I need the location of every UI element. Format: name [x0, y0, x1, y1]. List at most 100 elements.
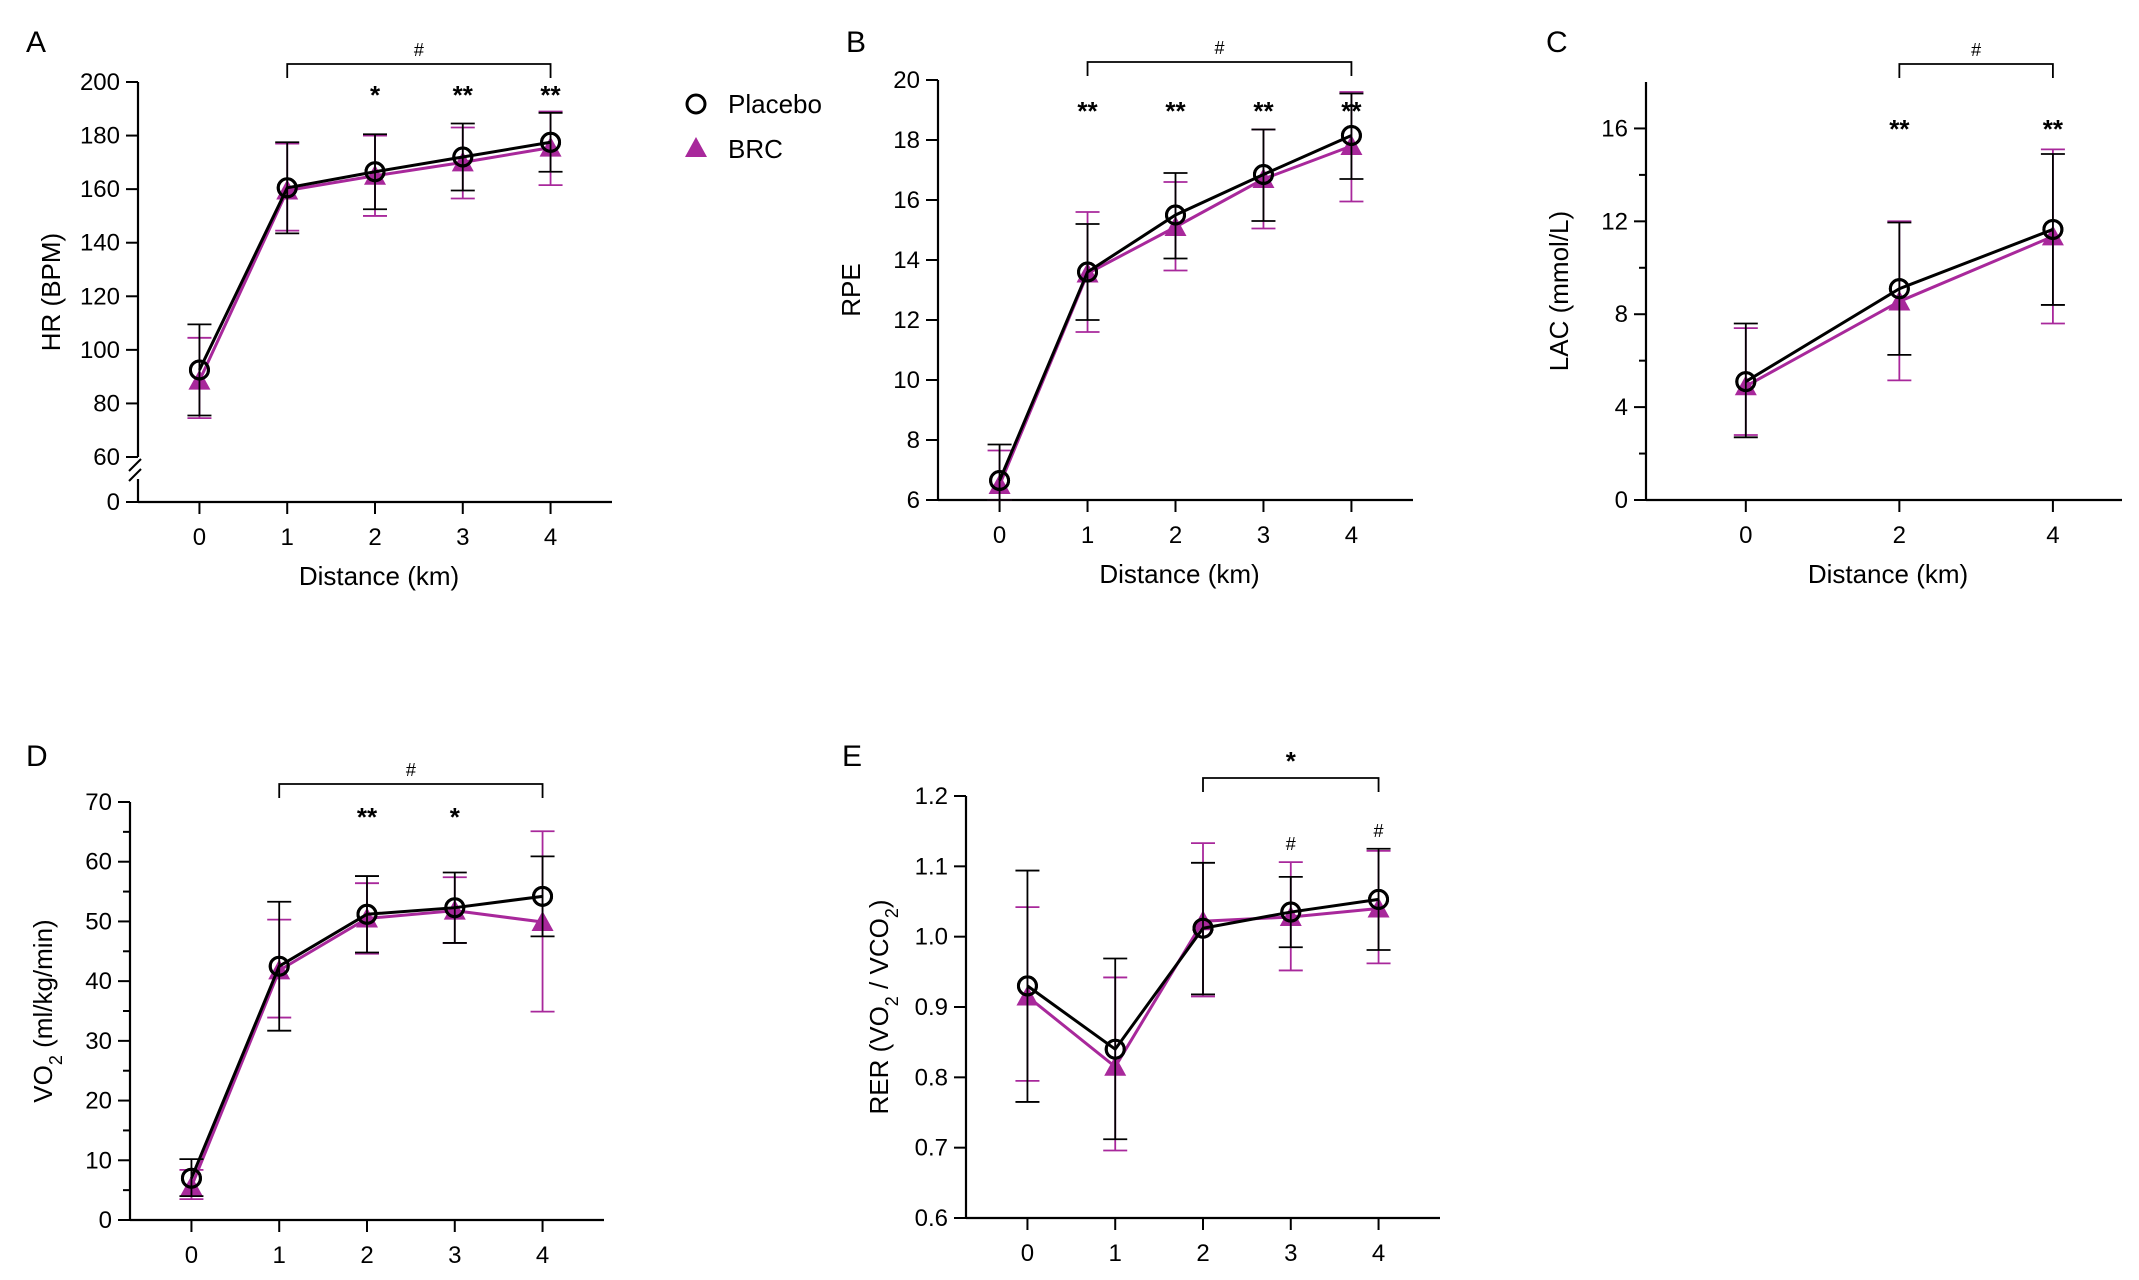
significance-marker: ** [1077, 96, 1098, 126]
panel-c: C 0 4 8 12 16 0 2 4 Distance (km) LAC (mmol/L) ** **… [1544, 26, 2122, 589]
y-tick-label: 180 [80, 123, 120, 150]
significance-marker: ** [357, 802, 378, 832]
x-tick-label: 0 [1021, 1240, 1034, 1267]
y-axis-label: HR (BPM) [36, 233, 66, 351]
x-tick-label: 4 [536, 1242, 549, 1269]
comparison-bracket [1086, 61, 1353, 76]
placebo-marker-overlay [1192, 917, 1214, 939]
x-axis-label: Distance (km) [1099, 559, 1259, 589]
x-tick-label: 2 [1196, 1240, 1209, 1267]
series-brc [987, 91, 1364, 501]
placebo-marker-overlay [989, 470, 1011, 491]
placebo-marker-overlay [180, 1167, 202, 1189]
y-tick-label: 70 [85, 789, 112, 816]
series-placebo [1015, 847, 1391, 1141]
y-tick-label: 40 [85, 968, 112, 995]
x-tick-label: 1 [273, 1242, 286, 1269]
significance-marker: ** [2043, 114, 2064, 144]
x-axis-label: Distance (km) [1808, 559, 1968, 589]
series-line [1026, 897, 1379, 1052]
placebo-marker-overlay [356, 903, 378, 925]
placebo-marker-overlay [532, 885, 554, 907]
y-axis-label: RER (VO2 / VCO2) [864, 899, 902, 1114]
panel-label: A [26, 26, 46, 59]
legend-placebo-label: Placebo [728, 89, 822, 119]
panel-label: C [1546, 26, 1568, 59]
y-tick-label: 100 [80, 337, 120, 364]
y-tick-label: 8 [1615, 301, 1628, 328]
significance-marker: ** [453, 80, 474, 110]
y-tick-label: 0.6 [915, 1205, 948, 1232]
bracket-label: # [414, 40, 424, 60]
y-tick-label: 20 [85, 1088, 112, 1115]
panel-a: A 0 60 80 100 120 140 160 180 200 0 1 2 3 4 Distance (k… [26, 26, 612, 591]
x-tick-label: 4 [1372, 1240, 1385, 1267]
bracket-label: # [1214, 38, 1224, 58]
axis-break-mark [128, 458, 142, 472]
x-tick-label: 4 [2046, 522, 2059, 549]
x-tick-label: 0 [1739, 522, 1752, 549]
y-tick-label: 12 [1601, 208, 1628, 235]
y-tick-label: 18 [893, 127, 920, 154]
y-tick-label: 14 [893, 247, 920, 274]
y-tick-label: 120 [80, 283, 120, 310]
panel-e: E 0.6 0.7 0.8 0.9 1.0 1.1 1.2 0 1 2 3 4 RER (VO2 / VC… [842, 740, 1440, 1267]
significance-marker: # [1374, 821, 1384, 841]
placebo-marker-overlay [276, 177, 298, 199]
y-tick-label: 160 [80, 176, 120, 203]
y-tick-label: 0.7 [915, 1135, 948, 1162]
x-axis-label: Distance (km) [299, 561, 459, 591]
comparison-bracket [1898, 63, 2054, 78]
significance-marker: ** [1341, 96, 1362, 126]
x-tick-label: 2 [368, 524, 381, 551]
y-tick-label: 8 [907, 427, 920, 454]
x-tick-label: 4 [544, 524, 557, 551]
y-tick-label: 200 [80, 69, 120, 96]
y-tick-label: 60 [85, 849, 112, 876]
y-tick-label: 0.8 [915, 1064, 948, 1091]
y-axis-label: RPE [836, 263, 866, 316]
placebo-marker-overlay [1252, 164, 1274, 185]
x-tick-label: 4 [1345, 522, 1358, 549]
y-tick-label: 16 [1601, 115, 1628, 142]
placebo-marker-overlay [188, 359, 210, 381]
comparison-bracket [286, 63, 552, 78]
y-tick-label: 0 [99, 1207, 112, 1234]
placebo-marker-overlay [1735, 371, 1757, 393]
placebo-marker-overlay [540, 131, 562, 153]
x-tick-label: 2 [360, 1242, 373, 1269]
y-tick-label: 0.9 [915, 994, 948, 1021]
bracket-label: # [406, 760, 416, 780]
significance-marker: * [370, 80, 381, 110]
y-tick-label: 1.1 [915, 853, 948, 880]
significance-marker: ** [540, 80, 561, 110]
x-tick-label: 3 [456, 524, 469, 551]
y-tick-label: 4 [1615, 394, 1628, 421]
placebo-marker-overlay [268, 955, 290, 977]
y-tick-label: 1.2 [915, 783, 948, 810]
y-tick-label: 6 [907, 487, 920, 514]
series-placebo [179, 855, 555, 1198]
y-tick-label: 80 [93, 390, 120, 417]
placebo-marker-overlay [2042, 218, 2064, 240]
series-line [190, 894, 543, 1179]
y-tick-label: 16 [893, 187, 920, 214]
placebo-marker-overlay [1280, 901, 1302, 923]
y-tick-label: 140 [80, 230, 120, 257]
series-placebo [987, 92, 1364, 501]
y-tick-label: 30 [85, 1028, 112, 1055]
x-tick-label: 1 [1109, 1240, 1122, 1267]
axis-break-mark [128, 468, 142, 482]
x-tick-label: 3 [1284, 1240, 1297, 1267]
y-tick-label: 10 [893, 367, 920, 394]
placebo-marker-overlay [1888, 278, 1910, 300]
placebo-marker-overlay [1368, 888, 1390, 910]
placebo-marker-overlay [1077, 261, 1099, 283]
y-axis-label: LAC (mmol/L) [1544, 211, 1574, 371]
x-tick-label: 0 [993, 522, 1006, 549]
x-tick-label: 1 [281, 524, 294, 551]
y-tick-label: 50 [85, 908, 112, 935]
x-tick-label: 3 [448, 1242, 461, 1269]
